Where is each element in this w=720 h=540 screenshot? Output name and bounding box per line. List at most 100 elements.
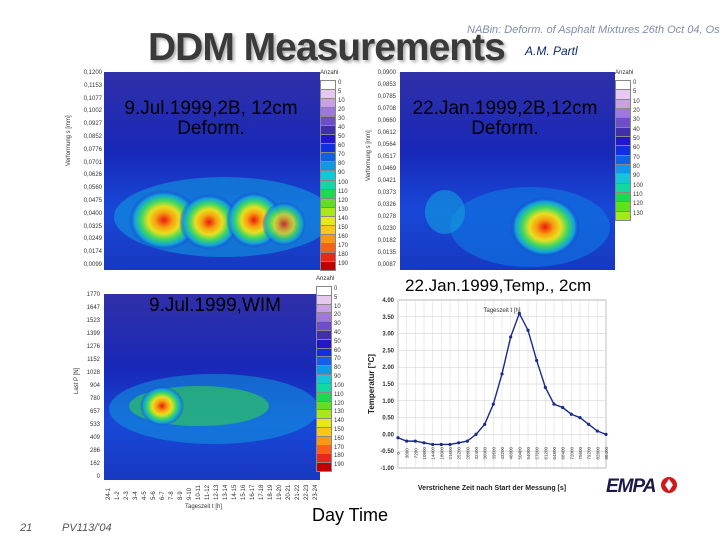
x-tick-label: 7200 [413, 448, 418, 459]
data-point [595, 429, 599, 433]
x-tick-label: 20-21 [286, 484, 292, 500]
logo-text: EMPA [606, 476, 656, 497]
heatmap-top-left: Verformung s [mm] 0,1200 0,1153 0,1077 0,10… [66, 66, 320, 271]
y-tick-label: 0,0708 [377, 106, 396, 112]
data-point [569, 412, 573, 416]
y-tick-label: -0.50 [380, 449, 394, 455]
y-tick-label: 286 [89, 448, 100, 454]
y-tick-label: 0,0135 [377, 250, 396, 256]
x-tick-label: 54000 [526, 446, 531, 459]
legend-label: 70 [338, 152, 345, 159]
y-tick-label: 0.50 [382, 416, 394, 422]
legend-swatch [615, 210, 631, 221]
x-tick-label: 3600 [405, 448, 410, 459]
y-tick-label: 0,0326 [377, 202, 396, 208]
legend-label: 100 [334, 382, 345, 389]
legend-label: 90 [633, 173, 640, 180]
data-point [552, 402, 556, 406]
data-point [500, 372, 504, 376]
legend-label: 110 [338, 188, 348, 195]
y-tick-label: 2.00 [382, 365, 394, 371]
data-point [561, 405, 565, 410]
legend-label: 30 [334, 321, 341, 328]
x-tick-label: 68400 [561, 446, 566, 459]
legend-label: 0 [334, 286, 338, 292]
x-tick-label: 46800 [509, 446, 514, 459]
data-point [448, 442, 452, 447]
panel-title: 22.Jan.1999,Temp., 2cm [402, 276, 595, 296]
legend-label: 190 [338, 260, 349, 267]
legend-swatch [320, 260, 336, 271]
legend-label: 100 [338, 179, 349, 186]
x-tick-label: 17-18 [259, 484, 265, 500]
author-name: A.M. Partl [525, 44, 578, 58]
y-tick-label: 1647 [86, 305, 100, 311]
y-tick-label: 0,0230 [377, 226, 396, 232]
data-point [457, 441, 461, 445]
y-tick-label: 0,0785 [377, 94, 396, 100]
x-tick-label: 10-11 [196, 485, 202, 500]
legend-label: 110 [334, 391, 344, 398]
y-tick-label: 0,0325 [83, 223, 102, 230]
footer-code: PV113/'04 [62, 522, 112, 534]
y-tick-label: 0,0469 [377, 166, 396, 172]
panel-title-line2: Deform. [471, 118, 539, 139]
heatmap-plot [104, 294, 320, 480]
tick-column: 0,1200 0,1153 0,1077 0,1002 0,0927 0,0852 0,07… [82, 70, 104, 270]
legend-label: 80 [334, 365, 341, 372]
legend-label: 50 [334, 338, 341, 345]
data-point [491, 402, 495, 406]
legend-label: 130 [338, 206, 349, 213]
panel-title: 9.Jul.1999,WIM [149, 295, 281, 316]
data-point [431, 442, 435, 447]
tick-column: 0,0900 0,0853 0,0785 0,0708 0,0660 0,0612 0,05… [372, 70, 398, 270]
legend-label: 5 [633, 89, 637, 96]
y-tick-label: 0,0087 [377, 262, 396, 268]
y-tick-label: 1152 [87, 357, 100, 363]
x-tick-label: 10800 [422, 446, 427, 459]
y-tick-label: 1.50 [382, 382, 394, 388]
x-tick-label: 16-17 [250, 484, 256, 500]
legend-label: 30 [633, 117, 640, 124]
y-tick-label: 0,0560 [83, 185, 102, 192]
data-point [405, 439, 409, 443]
y-tick-label: 0,0852 [83, 134, 102, 140]
legend-label: 170 [334, 444, 345, 451]
legend-label: 20 [338, 107, 345, 114]
y-tick-label: 0,0278 [377, 214, 396, 220]
y-tick-label: 0,0701 [83, 159, 102, 166]
y-tick-label: 1399 [86, 331, 100, 337]
y-tick-label: 409 [89, 435, 100, 441]
slide-title: DDM Measurements [148, 26, 506, 69]
data-point [396, 436, 400, 440]
y-tick-label: 0,0373 [377, 190, 396, 196]
x-tick-label: 11-12 [205, 485, 211, 500]
color-legend: Anzahl 0 5 10 20 30 40 50 60 70 80 90 100 110 120 130 14… [316, 276, 356, 472]
legend-label: 100 [633, 182, 644, 189]
legend-label: 170 [338, 242, 349, 249]
data-point [474, 432, 478, 436]
tick-column: 1770 1647 1523 1399 1276 1152 1028 904 780 657 533… [82, 292, 102, 482]
legend-label: 130 [334, 409, 345, 416]
legend-label: 90 [334, 374, 341, 381]
y-tick-label: 0,0776 [83, 146, 102, 153]
temperature-line-chart: 4.00 3.50 3.00 2.50 2.00 1.50 1.00 0.50 0.00 -0.5… [367, 298, 609, 492]
x-tick-label: 32400 [474, 446, 479, 459]
y-tick-label: 0,0400 [83, 210, 102, 217]
x-tick-label: 2-3 [124, 491, 130, 500]
x-tick-label: 18000 [439, 446, 444, 459]
y-tick-label: 0,0626 [83, 172, 102, 179]
legend-label: 110 [633, 192, 643, 198]
logo-icon [660, 477, 677, 493]
data-point [578, 416, 582, 420]
x-tick-label: 22-23 [304, 484, 310, 500]
y-tick-label: 0,0249 [83, 236, 102, 243]
y-axis-label: Temperatur [°C] [367, 354, 376, 414]
x-tick-label: 9-10 [187, 487, 193, 500]
y-tick-label: 0,0564 [377, 142, 396, 148]
x-tick-label: 86400 [604, 446, 609, 459]
x-ticks: 24-1 1-2 2-3 3-4 4-5 5-6 6-7 7-8 8-9 9-10 10-11 11-… [104, 480, 320, 502]
legend-label: 160 [334, 435, 345, 442]
x-tick-label: 75600 [578, 446, 583, 459]
legend-label: 60 [334, 347, 341, 354]
